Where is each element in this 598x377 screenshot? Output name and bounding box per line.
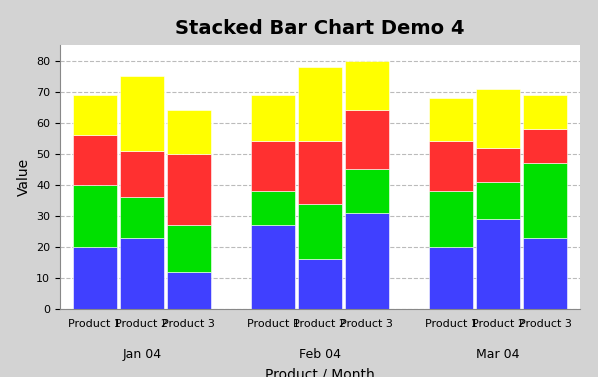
Bar bbox=[298, 204, 342, 259]
Bar bbox=[120, 238, 164, 309]
Bar bbox=[251, 95, 295, 141]
Bar bbox=[345, 213, 389, 309]
Bar bbox=[167, 154, 210, 225]
Bar bbox=[523, 129, 567, 163]
Bar bbox=[476, 182, 520, 219]
Bar bbox=[73, 247, 117, 309]
Bar bbox=[345, 110, 389, 169]
Text: Jan 04: Jan 04 bbox=[122, 348, 161, 361]
Text: Feb 04: Feb 04 bbox=[299, 348, 341, 361]
Bar bbox=[167, 272, 210, 309]
Bar bbox=[73, 185, 117, 247]
Bar bbox=[429, 98, 473, 141]
Bar bbox=[476, 89, 520, 148]
Bar bbox=[251, 141, 295, 191]
Bar bbox=[120, 76, 164, 151]
Bar bbox=[429, 141, 473, 191]
Bar bbox=[73, 135, 117, 185]
Bar bbox=[523, 95, 567, 129]
Text: Mar 04: Mar 04 bbox=[477, 348, 520, 361]
Bar bbox=[120, 151, 164, 198]
Bar bbox=[251, 191, 295, 225]
Title: Stacked Bar Chart Demo 4: Stacked Bar Chart Demo 4 bbox=[175, 19, 465, 38]
Bar bbox=[523, 163, 567, 238]
Bar bbox=[523, 238, 567, 309]
Bar bbox=[476, 219, 520, 309]
Y-axis label: Value: Value bbox=[16, 158, 30, 196]
Bar bbox=[120, 198, 164, 238]
Bar bbox=[429, 247, 473, 309]
Bar bbox=[429, 191, 473, 247]
Bar bbox=[251, 225, 295, 309]
Bar bbox=[73, 95, 117, 135]
X-axis label: Product / Month: Product / Month bbox=[265, 368, 375, 377]
Bar bbox=[298, 259, 342, 309]
Bar bbox=[298, 141, 342, 204]
Bar bbox=[476, 148, 520, 182]
Bar bbox=[298, 67, 342, 141]
Bar bbox=[167, 110, 210, 154]
Bar bbox=[167, 225, 210, 272]
Bar bbox=[345, 169, 389, 213]
Bar bbox=[345, 61, 389, 110]
